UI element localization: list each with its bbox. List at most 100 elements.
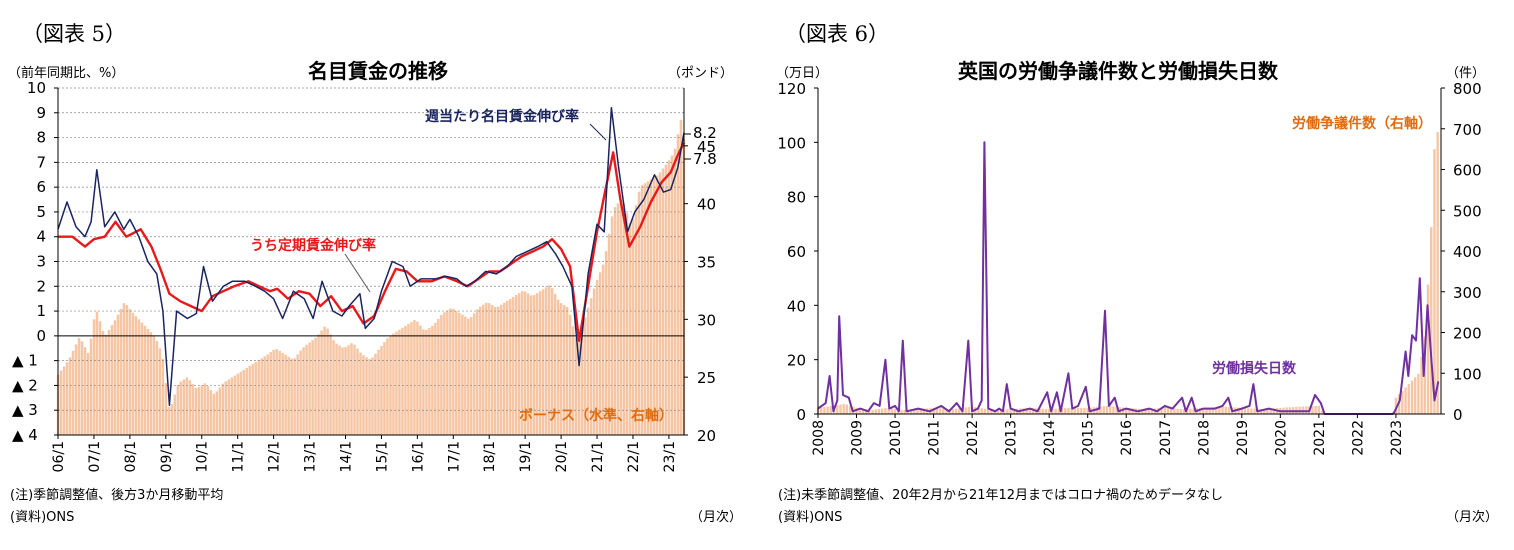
- bonus-bar: [305, 344, 308, 435]
- bonus-bar: [215, 391, 219, 435]
- x-tick-label: 2017: [1158, 420, 1174, 456]
- disputes-bar: [1208, 407, 1211, 414]
- disputes-bar: [980, 408, 983, 414]
- bonus-bar: [197, 387, 201, 435]
- bonus-bar: [631, 218, 635, 435]
- chart-5-end-label-regular: 7.8: [693, 150, 717, 168]
- bonus-bar: [83, 347, 87, 435]
- bonus-bar: [491, 305, 494, 435]
- chart-5-nominal-arrow: [589, 123, 607, 141]
- bonus-bar: [266, 354, 269, 435]
- bonus-bar: [74, 344, 78, 435]
- bonus-bar: [571, 326, 575, 435]
- regular-wage-line: [58, 141, 686, 342]
- bonus-bar: [598, 272, 602, 435]
- bonus-bar: [473, 313, 476, 435]
- disputes-bar: [1192, 408, 1195, 414]
- bonus-bar: [311, 340, 314, 435]
- bonus-bar: [482, 304, 485, 435]
- disputes-bar: [1401, 390, 1404, 414]
- bonus-bar: [601, 264, 605, 435]
- bonus-bar: [236, 373, 239, 435]
- disputes-bar: [1224, 406, 1227, 414]
- y2-tick-label: 0: [1453, 406, 1463, 424]
- bonus-bar: [604, 251, 608, 435]
- disputes-bar: [996, 409, 999, 414]
- disputes-bar: [1179, 408, 1183, 414]
- bonus-bar: [446, 310, 449, 435]
- disputes-bar: [967, 407, 971, 414]
- disputes-bar: [1022, 408, 1025, 414]
- bonus-bar: [242, 369, 245, 435]
- disputes-bar: [1105, 405, 1109, 414]
- y-tick-label: 40: [787, 297, 806, 315]
- y-tick-label: ▲ 1: [12, 352, 38, 370]
- disputes-bar: [1083, 407, 1086, 414]
- x-tick-label: 2019: [1235, 420, 1251, 456]
- bonus-bar: [637, 191, 641, 435]
- bonus-bar: [580, 327, 584, 435]
- bonus-bar: [467, 318, 470, 435]
- bonus-bar: [440, 315, 443, 435]
- disputes-bar: [1237, 407, 1240, 414]
- bonus-bar: [607, 233, 611, 435]
- chart-5-x-ticks: 06/1 07/1 08/1 09/1 10/1 11/1 12/1 13/1 14/1 15/1…: [51, 435, 678, 472]
- bonus-bar: [562, 305, 566, 435]
- bonus-bar: [257, 360, 260, 435]
- bonus-bar: [443, 312, 446, 435]
- bonus-bar: [494, 307, 497, 435]
- bonus-bar: [538, 291, 542, 435]
- y-tick-label: 100: [777, 134, 806, 152]
- disputes-bar: [1096, 406, 1099, 414]
- bonus-bar: [622, 203, 626, 435]
- bonus-bar: [287, 356, 290, 435]
- disputes-bar: [845, 404, 849, 414]
- bonus-bar: [661, 168, 665, 435]
- disputes-bar: [1214, 407, 1218, 414]
- disputes-bar: [990, 409, 993, 414]
- disputes-bar: [877, 408, 881, 414]
- chart-6-days-annotation: 労働損失日数: [1212, 360, 1297, 377]
- disputes-bar: [1394, 397, 1398, 414]
- bonus-bar: [392, 333, 395, 435]
- bonus-bar: [164, 382, 168, 435]
- disputes-bar: [1320, 410, 1324, 414]
- bonus-bar: [347, 345, 350, 435]
- disputes-bar: [1115, 406, 1118, 414]
- disputes-bar: [935, 408, 938, 414]
- bonus-bar: [233, 375, 236, 435]
- chart-5-title: 名目賃金の推移: [308, 59, 448, 83]
- disputes-bar: [1047, 409, 1051, 414]
- chart-5-note: (注)季節調整値、後方3か月移動平均: [10, 487, 223, 503]
- disputes-bar: [1086, 407, 1089, 414]
- disputes-bar: [881, 408, 884, 414]
- y2-tick-label: 700: [1453, 121, 1482, 139]
- disputes-bar: [1176, 408, 1179, 414]
- bonus-bar: [80, 341, 84, 435]
- disputes-bar: [1301, 406, 1305, 414]
- bonus-bar: [302, 347, 305, 435]
- disputes-bar: [1054, 408, 1057, 414]
- y-tick-label: 1: [36, 302, 46, 320]
- y2-tick-label: 30: [697, 311, 716, 329]
- bonus-bar: [616, 203, 620, 435]
- disputes-bar: [1108, 406, 1112, 414]
- bonus-bar: [553, 293, 557, 435]
- disputes-bar: [1436, 132, 1439, 414]
- y-tick-label: 10: [27, 79, 46, 97]
- bonus-bar: [77, 337, 81, 435]
- bonus-bar: [455, 310, 458, 435]
- bonus-bar: [110, 325, 114, 435]
- bonus-bar: [532, 295, 536, 435]
- bonus-bar: [269, 352, 272, 435]
- figure-5-label: （図表 5）: [22, 22, 126, 46]
- bonus-bar: [104, 334, 108, 435]
- chart-6-source: (資料)ONS: [778, 510, 842, 525]
- chart-5-source: (資料)ONS: [10, 510, 74, 525]
- disputes-bar: [1009, 409, 1012, 414]
- disputes-bar: [1125, 407, 1128, 414]
- disputes-bar: [1269, 408, 1272, 414]
- bonus-bar: [619, 199, 623, 435]
- disputes-bar: [1112, 406, 1115, 414]
- bonus-bar: [670, 155, 674, 435]
